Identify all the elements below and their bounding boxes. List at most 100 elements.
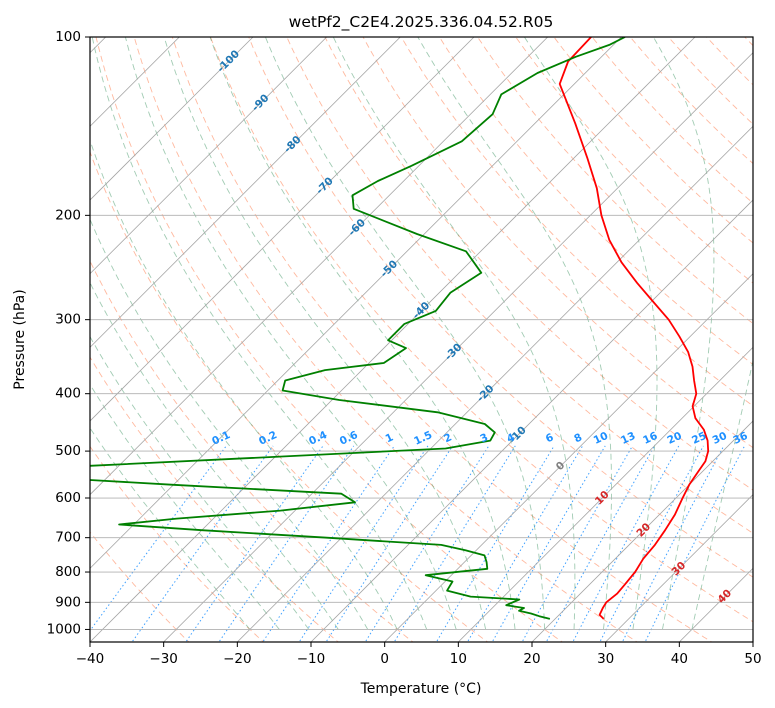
moist-adiabat-line: [332, 37, 576, 630]
mixing-ratio-label: 20: [665, 430, 683, 447]
moist-adiabat-line: [124, 37, 457, 630]
mixing-ratio-line: [298, 445, 429, 642]
dry-adiabat-line: [248, 37, 753, 578]
isotherm-line: [90, 37, 328, 275]
isotherm-line: [236, 125, 753, 642]
moist-adiabat-line: [90, 281, 339, 630]
isotherm-line: [531, 420, 753, 642]
moist-adiabat-line: [524, 37, 658, 630]
moist-adiabat-line: [691, 358, 753, 630]
sounding-traces: [90, 37, 710, 620]
moist-adiabat-line: [90, 427, 251, 630]
x-tick-label: 10: [450, 651, 467, 667]
moist-adiabat-line: [90, 138, 398, 630]
x-tick-label: 20: [523, 651, 540, 667]
mixing-ratio-label: 2: [442, 431, 454, 445]
x-tick-label: −40: [76, 651, 105, 667]
moist-adiabat-line: [417, 37, 612, 630]
isotherm-line: [90, 37, 622, 569]
mixing-ratio-label: 3: [478, 431, 490, 445]
dry-adiabat-line: [591, 37, 753, 204]
dry-adiabat-line: [362, 37, 753, 449]
y-tick-label: 900: [55, 594, 81, 610]
mixing-ratio-line: [185, 445, 324, 642]
mixing-ratio-label: 1.5: [412, 429, 434, 448]
moist-adiabat-line: [90, 218, 369, 630]
dewpoint-trace: [90, 37, 626, 620]
x-tick-label: −10: [297, 651, 326, 667]
y-tick-label: 100: [55, 29, 81, 45]
isotherm-line: [90, 37, 475, 422]
mixing-ratio-label: 6: [544, 431, 556, 445]
plot-area: [90, 37, 753, 642]
dry-adiabat-line: [210, 37, 753, 623]
mixing-ratio-label: 25: [690, 430, 708, 447]
dry-adiabat-line: [324, 37, 753, 491]
moist-adiabat-line: [264, 37, 546, 630]
y-tick-label: 500: [55, 443, 81, 459]
mixing-ratio-label: 36: [731, 430, 749, 447]
isotherm-line: [90, 37, 549, 496]
isotherm-line: [752, 641, 753, 642]
y-axis-label: Pressure (hPa): [12, 289, 28, 389]
dry-adiabat-line: [90, 259, 414, 642]
plot-frame: [89, 36, 754, 643]
mixing-ratio-label: 8: [572, 431, 584, 445]
dry-adiabat-line: [439, 37, 753, 365]
mixing-ratio-line: [364, 445, 490, 642]
isotherm-line: [457, 346, 753, 642]
x-axis-label: Temperature (°C): [360, 681, 482, 697]
moist-adiabat-line: [163, 37, 487, 630]
mixing-ratio-label: 1: [384, 431, 396, 445]
dry-adiabat-line: [90, 445, 265, 642]
isotherm-line: [605, 494, 753, 642]
isotherm-line: [310, 199, 753, 642]
y-tick-label: 700: [55, 530, 81, 546]
line-labels: -100-90-80-70-60-50-40-30-20-10010203040…: [210, 48, 750, 606]
mixing-ratio-line: [393, 445, 516, 642]
mixing-ratio-label: 0.2: [257, 429, 279, 448]
moist-adiabat-line: [90, 383, 280, 630]
mixing-ratio-line: [491, 445, 606, 642]
chart-title: wetPf2_C2E4.2025.336.04.52.R05: [289, 13, 554, 32]
dry-adiabat-line: [400, 37, 753, 407]
x-tick-label: −30: [149, 651, 178, 667]
mixing-ratio-label: 10: [592, 430, 610, 447]
dry-adiabat-line: [171, 37, 713, 642]
y-axis-ticks: 1000 900 800 700 600 500 400 300 200 100: [47, 29, 90, 637]
dry-adiabat-line: [515, 37, 753, 284]
dry-adiabat-line: [553, 37, 753, 244]
y-tick-label: 600: [55, 490, 81, 506]
isotherm-line: [163, 52, 753, 642]
dry-adiabat-line: [477, 37, 753, 325]
mixing-ratio-line: [131, 445, 274, 642]
y-tick-label: 1000: [47, 621, 81, 637]
mixing-ratio-label: 4: [505, 431, 517, 445]
mixing-ratio-line: [325, 445, 454, 642]
x-tick-label: 40: [671, 651, 688, 667]
isotherms: [90, 37, 753, 642]
x-tick-label: 50: [744, 651, 761, 667]
isotherm-line: [384, 273, 753, 642]
moist-adiabat-line: [653, 37, 715, 630]
dry-adiabat-line: [286, 37, 753, 534]
moist-adiabat-line: [91, 37, 428, 630]
mixing-ratio-line: [599, 445, 704, 642]
moist-adiabats: [90, 37, 753, 630]
mixing-ratio-label: 16: [641, 430, 659, 447]
isotherm-line: [90, 37, 254, 201]
dry-adiabat-line: [90, 531, 190, 642]
pressure-gridlines: [90, 37, 753, 630]
y-tick-label: 200: [55, 207, 81, 223]
dry-adiabat-line: [90, 150, 489, 642]
dry-adiabat-line: [744, 37, 753, 47]
mixing-ratio-line: [466, 445, 584, 642]
mixing-ratio-line: [572, 445, 680, 642]
isotherm-line: [678, 567, 753, 642]
mixing-ratio-line: [262, 445, 395, 642]
mixing-ratio-label: 0.4: [307, 429, 329, 448]
x-tick-label: 0: [380, 651, 389, 667]
x-tick-label: −20: [223, 651, 252, 667]
mixing-ratio-line: [644, 445, 746, 642]
